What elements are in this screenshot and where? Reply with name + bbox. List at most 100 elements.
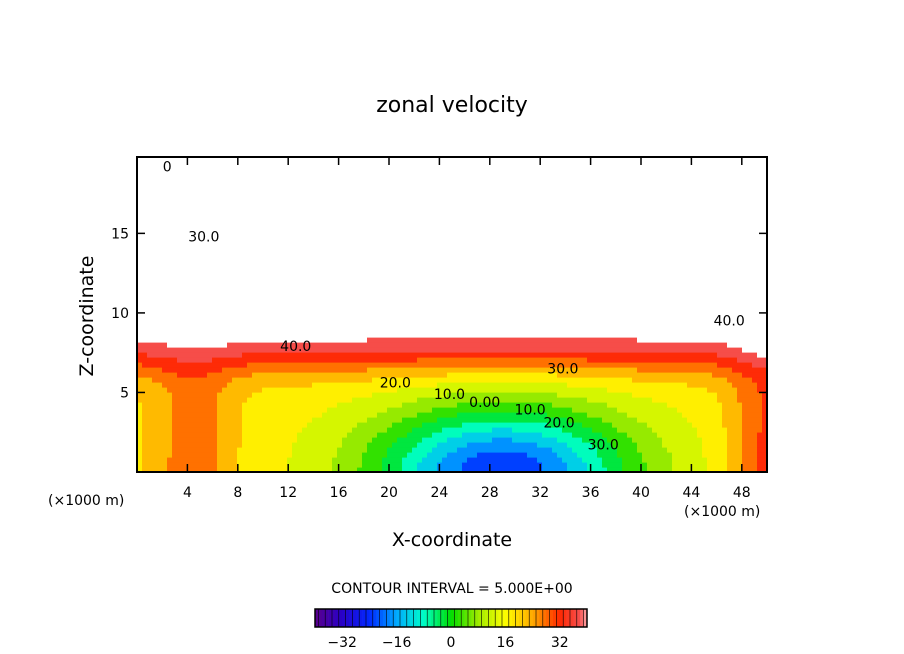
field-cell xyxy=(202,397,208,403)
field-cell xyxy=(502,292,508,298)
field-cell xyxy=(497,367,503,373)
field-cell xyxy=(442,457,448,463)
field-cell xyxy=(297,342,303,348)
field-cell xyxy=(377,327,383,333)
field-cell xyxy=(387,157,393,163)
field-cell xyxy=(367,247,373,253)
field-cell xyxy=(197,367,203,373)
field-cell xyxy=(512,372,518,378)
field-cell xyxy=(187,427,193,433)
field-cell xyxy=(452,187,458,193)
field-cell xyxy=(287,317,293,323)
field-cell xyxy=(322,257,328,263)
field-cell xyxy=(432,157,438,163)
field-cell xyxy=(487,412,493,418)
field-cell xyxy=(322,312,328,318)
field-cell xyxy=(482,322,488,328)
field-cell xyxy=(142,267,148,273)
field-cell xyxy=(302,317,308,323)
field-cell xyxy=(367,377,373,383)
field-cell xyxy=(277,177,283,183)
field-cell xyxy=(397,357,403,363)
field-cell xyxy=(377,182,383,188)
field-cell xyxy=(277,262,283,268)
field-cell xyxy=(482,297,488,303)
field-cell xyxy=(177,252,183,258)
field-cell xyxy=(232,192,238,198)
field-cell xyxy=(352,382,358,388)
field-cell xyxy=(142,357,148,363)
field-cell xyxy=(392,182,398,188)
field-cell xyxy=(382,377,388,383)
field-cell xyxy=(412,322,418,328)
field-cell xyxy=(447,292,453,298)
field-cell xyxy=(417,292,423,298)
field-cell xyxy=(337,422,343,428)
field-cell xyxy=(467,442,473,448)
field-cell xyxy=(412,292,418,298)
field-cell xyxy=(162,387,168,393)
field-cell xyxy=(357,307,363,313)
field-cell xyxy=(142,317,148,323)
field-cell xyxy=(347,427,353,433)
field-cell xyxy=(452,432,458,438)
field-cell xyxy=(192,352,198,358)
field-cell xyxy=(182,407,188,413)
field-cell xyxy=(397,267,403,273)
field-cell xyxy=(192,252,198,258)
field-cell xyxy=(407,452,413,458)
field-cell xyxy=(172,462,178,468)
field-cell xyxy=(247,362,253,368)
field-cell xyxy=(372,387,378,393)
field-cell xyxy=(137,242,143,248)
field-cell xyxy=(187,262,193,268)
field-cell xyxy=(322,382,328,388)
field-cell xyxy=(392,157,398,163)
field-cell xyxy=(232,357,238,363)
field-cell xyxy=(497,192,503,198)
field-cell xyxy=(472,457,478,463)
field-cell xyxy=(222,277,228,283)
field-cell xyxy=(352,317,358,323)
field-cell xyxy=(522,377,528,383)
field-cell xyxy=(502,317,508,323)
field-cell xyxy=(147,412,153,418)
field-cell xyxy=(332,162,338,168)
field-cell xyxy=(187,422,193,428)
field-cell xyxy=(342,197,348,203)
field-cell xyxy=(527,342,533,348)
field-cell xyxy=(177,467,183,472)
field-cell xyxy=(342,247,348,253)
field-cell xyxy=(527,222,533,228)
field-cell xyxy=(477,267,483,273)
field-cell xyxy=(327,432,333,438)
field-cell xyxy=(332,202,338,208)
field-cell xyxy=(407,377,413,383)
field-cell xyxy=(422,407,428,413)
field-cell xyxy=(312,307,318,313)
field-cell xyxy=(297,332,303,338)
field-cell xyxy=(292,402,298,408)
field-cell xyxy=(217,402,223,408)
field-cell xyxy=(302,352,308,358)
field-cell xyxy=(422,257,428,263)
field-cell xyxy=(507,302,513,308)
field-cell xyxy=(507,222,513,228)
field-cell xyxy=(157,467,163,472)
field-cell xyxy=(157,347,163,353)
field-cell xyxy=(342,207,348,213)
field-cell xyxy=(252,382,258,388)
field-cell xyxy=(297,437,303,443)
field-cell xyxy=(292,292,298,298)
field-cell xyxy=(402,287,408,293)
field-cell xyxy=(267,392,273,398)
field-cell xyxy=(167,232,173,238)
field-cell xyxy=(207,302,213,308)
field-cell xyxy=(527,227,533,233)
field-cell xyxy=(337,272,343,278)
field-cell xyxy=(182,232,188,238)
field-cell xyxy=(497,427,503,433)
field-cell xyxy=(252,247,258,253)
field-cell xyxy=(477,302,483,308)
field-cell xyxy=(187,187,193,193)
